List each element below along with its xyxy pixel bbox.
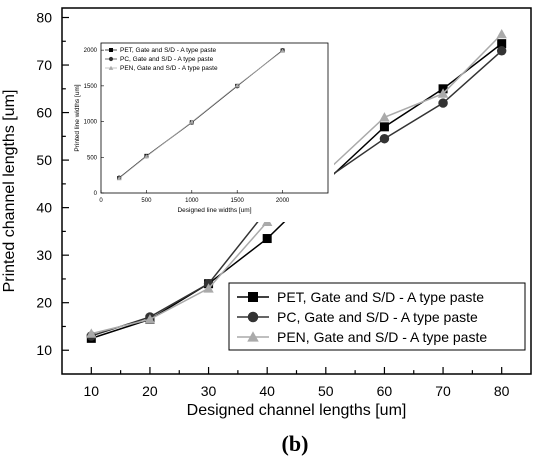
- main-data-point: [203, 283, 214, 293]
- inset-x-tick-label: 1000: [185, 198, 199, 204]
- main-y-tick-label: 40: [36, 200, 52, 216]
- main-legend-marker: [248, 292, 258, 302]
- panel-label: (b): [282, 431, 309, 456]
- main-data-point: [437, 88, 449, 98]
- inset-y-tick-label: 0: [94, 191, 98, 197]
- main-x-tick-label: 70: [435, 383, 451, 399]
- main-data-point: [262, 234, 272, 244]
- main-x-tick-label: 10: [84, 383, 100, 399]
- main-legend-marker: [247, 331, 259, 342]
- inset-data-point: [280, 48, 285, 53]
- main-y-tick-label: 30: [36, 247, 52, 263]
- main-data-point: [379, 122, 389, 132]
- inset-series-group: [116, 48, 285, 181]
- inset-background: [72, 34, 334, 222]
- main-legend-label: PC, Gate and S/D - A type paste: [277, 309, 478, 325]
- main-y-tick-label: 70: [36, 57, 52, 73]
- main-x-tick-label: 30: [201, 383, 217, 399]
- main-x-tick-label: 20: [142, 383, 158, 399]
- main-y-tick-label: 10: [36, 342, 52, 358]
- inset-legend-marker: [108, 56, 114, 62]
- inset-chart: 0 500 1000 1500 2000 0 500 1000 1500 2000 Designe…: [72, 34, 334, 222]
- inset-y-tick-label: 1000: [84, 120, 98, 126]
- main-data-point: [379, 112, 390, 122]
- main-x-tick-label: 80: [494, 383, 510, 399]
- main-legend-marker: [247, 311, 259, 323]
- main-data-point: [144, 314, 156, 324]
- inset-data-point: [116, 176, 122, 181]
- inset-y-tick-label: 1500: [84, 84, 98, 90]
- inset-x-tick-label: 2000: [276, 198, 290, 204]
- inset-legend-label: PEN, Gate and S/D - A type paste: [120, 65, 218, 72]
- main-legend-label: PET, Gate and S/D - A type paste: [277, 289, 484, 305]
- inset-legend-marker: [109, 48, 113, 52]
- main-data-point: [496, 28, 507, 39]
- inset-x-tick-label: 1500: [231, 198, 245, 204]
- main-x-axis-title: Designed channel lengths [um]: [187, 402, 407, 419]
- inset-data-point: [189, 119, 195, 124]
- main-y-tick-label: 60: [36, 105, 52, 121]
- inset-y-tick-label: 2000: [84, 48, 98, 54]
- main-data-point: [496, 46, 507, 56]
- main-legend-box: [228, 282, 526, 351]
- inset-y-tick-label: 500: [87, 155, 98, 161]
- main-axis-ticks: 10 20 30 40 50 60 70 80 10 20 30 40 50 60 70 80: [36, 10, 509, 399]
- inset-x-tick-label: 500: [141, 198, 152, 204]
- main-data-point: [438, 98, 448, 108]
- inset-x-axis-title: Designed line widths [um]: [177, 207, 251, 214]
- inset-legend: PET, Gate and S/D - A type paste PC, Gate…: [105, 47, 218, 72]
- inset-legend-marker: [108, 65, 114, 70]
- inset-data-point: [234, 83, 240, 88]
- main-x-tick-label: 50: [318, 383, 334, 399]
- main-y-axis-title: Printed channel lengths [um]: [1, 90, 18, 293]
- inset-x-tick-label: 0: [99, 198, 103, 204]
- main-legend-label: PEN, Gate and S/D - A type paste: [277, 329, 487, 345]
- main-legend: PET, Gate and S/D - A type paste PC, Gate…: [228, 282, 526, 351]
- main-x-tick-label: 60: [377, 383, 393, 399]
- main-data-point: [379, 133, 390, 144]
- main-data-point: [497, 39, 507, 49]
- inset-plot-frame: [100, 42, 329, 194]
- main-x-tick-label: 40: [259, 383, 275, 399]
- inset-axis-ticks: 0 500 1000 1500 2000 0 500 1000 1500 2000: [84, 48, 290, 204]
- main-y-tick-label: 20: [36, 295, 52, 311]
- main-y-tick-label: 50: [36, 152, 52, 168]
- inset-data-point: [144, 154, 149, 159]
- inset-legend-label: PET, Gate and S/D - A type paste: [120, 47, 216, 54]
- main-data-point: [86, 328, 97, 338]
- inset-y-axis-title: Printed line widths [um]: [74, 84, 81, 151]
- inset-legend-label: PC, Gate and S/D - A type paste: [120, 56, 214, 63]
- main-chart: 10 20 30 40 50 60 70 80 10 20 30 40 50 60 70 80 Designe…: [1, 7, 532, 419]
- main-y-tick-label: 80: [36, 10, 52, 26]
